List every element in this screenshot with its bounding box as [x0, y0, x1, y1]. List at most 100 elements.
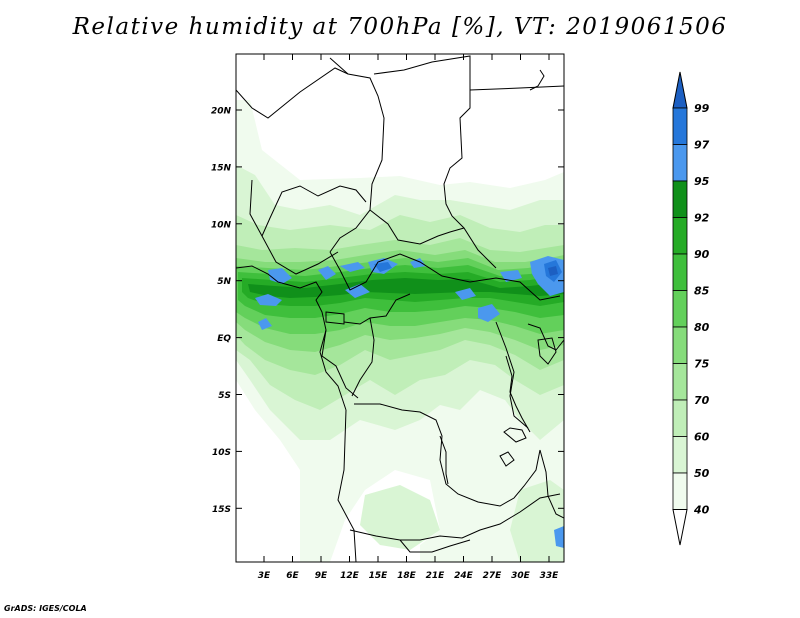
- border-line: [337, 409, 357, 562]
- rh-97-patch: [544, 260, 562, 282]
- grads-credit: GrADS: IGES/COLA: [4, 604, 87, 613]
- border-line: [439, 435, 449, 485]
- lat-tick-label: 10S: [212, 448, 231, 458]
- lon-tick-label: 27E: [483, 571, 503, 581]
- coast-line: [236, 265, 347, 411]
- rh-50-area-southeast: [510, 480, 564, 562]
- colorbar-label: 85: [694, 285, 710, 298]
- lake-line: [505, 355, 531, 433]
- country-borders: [236, 55, 564, 562]
- border-line: [329, 57, 349, 75]
- lon-tick-label: 21E: [426, 571, 446, 581]
- border-line: [527, 323, 564, 351]
- lon-tick-label: 6E: [286, 571, 299, 581]
- colorbar-swatch: [672, 472, 688, 510]
- lake-line: [499, 451, 515, 467]
- rh-60-area: [236, 215, 564, 410]
- rh-95-patch: [554, 526, 564, 548]
- colorbar-swatch: [672, 436, 688, 474]
- border-line: [399, 539, 471, 553]
- colorbar-label: 70: [694, 394, 710, 407]
- border-line: [325, 311, 345, 325]
- border-line: [351, 317, 375, 397]
- rh-50-area: [236, 165, 564, 440]
- border-line: [469, 85, 564, 91]
- lat-tick-label: 5S: [218, 391, 231, 401]
- lon-tick-label: 30E: [511, 571, 531, 581]
- lat-tick-label: EQ: [217, 334, 231, 344]
- rh-95-patch: [410, 258, 426, 268]
- border-line: [329, 251, 561, 301]
- colorbar-bottom-triangle: [672, 509, 688, 546]
- colorbar-label: 97: [694, 139, 710, 152]
- border-line: [349, 493, 561, 541]
- colorbar-label: 90: [694, 248, 710, 261]
- rh-40-area: [236, 100, 564, 562]
- rh-95-patch: [368, 258, 398, 274]
- rh-99-patch: [548, 266, 558, 276]
- lake-line: [503, 427, 527, 443]
- colorbar-swatch: [672, 363, 688, 401]
- rh-95-patch: [255, 294, 282, 306]
- colorbar-label: 92: [694, 212, 710, 225]
- lon-tick-label: 15E: [369, 571, 389, 581]
- lon-tick-label: 12E: [340, 571, 360, 581]
- rh-95-patch: [340, 262, 365, 272]
- lon-tick-label: 9E: [315, 571, 328, 581]
- coast-line: [529, 69, 545, 91]
- lon-tick-label: 24E: [454, 571, 474, 581]
- colorbar-legend: 99 97 95 92 90 85 80 75 70 60 50 40: [672, 71, 710, 546]
- rh-95-patch: [530, 256, 564, 296]
- border-line: [321, 329, 359, 399]
- rh-95-patch: [500, 270, 522, 282]
- rh-97-patch: [374, 262, 392, 272]
- humidity-field: [236, 100, 564, 562]
- rh-90-area: [242, 272, 564, 306]
- colorbar-swatch: [672, 144, 688, 182]
- colorbar-top-triangle: [672, 71, 688, 109]
- map-title: Relative humidity at 700hPa [%], VT: 201…: [72, 14, 728, 40]
- colorbar-label: 80: [694, 321, 710, 334]
- colorbar-swatch: [672, 107, 688, 145]
- colorbar-label: 40: [693, 504, 710, 517]
- lake-line: [537, 337, 557, 365]
- border-line: [373, 55, 497, 269]
- lat-tick-label: 15S: [212, 505, 231, 515]
- lon-tick-label: 18E: [397, 571, 417, 581]
- colorbar-swatch: [672, 326, 688, 364]
- colorbar-swatch: [672, 253, 688, 291]
- rh-75-area: [236, 250, 564, 352]
- border-line: [249, 179, 339, 275]
- colorbar-label: 60: [694, 431, 710, 444]
- border-line: [236, 67, 385, 253]
- colorbar-swatch: [672, 217, 688, 255]
- rh-70-area: [236, 238, 564, 375]
- border-line: [354, 403, 541, 507]
- colorbar-label: 75: [694, 358, 710, 371]
- rh-95-patch: [258, 318, 272, 330]
- rh-95-patch: [345, 284, 370, 298]
- latitude-axis: 20N 15N 10N 5N EQ 5S 10S 15S: [211, 107, 564, 515]
- border-line: [343, 293, 411, 325]
- border-line: [495, 321, 529, 429]
- border-line: [369, 209, 465, 245]
- rh-80-area: [236, 258, 564, 334]
- colorbar-swatch: [672, 399, 688, 437]
- rh-85-area: [238, 265, 564, 318]
- colorbar-label: 95: [694, 175, 710, 188]
- rh-95-patch: [478, 304, 500, 322]
- rh-95-patch: [455, 288, 476, 300]
- lon-tick-label: 3E: [258, 571, 271, 581]
- lat-tick-label: 15N: [211, 163, 232, 173]
- rh-95-patch: [318, 266, 336, 280]
- colorbar-swatch: [672, 290, 688, 328]
- lat-tick-label: 20N: [211, 107, 232, 117]
- map-frame: [235, 53, 565, 563]
- longitude-axis: 3E 6E 9E 12E 15E 18E 21E 24E 27E 30E 33E: [258, 54, 559, 581]
- lat-tick-label: 5N: [217, 277, 231, 287]
- rh-95-patch: [268, 268, 292, 284]
- colorbar-swatch: [672, 180, 688, 218]
- lon-tick-label: 33E: [540, 571, 560, 581]
- colorbar-label: 50: [694, 467, 710, 480]
